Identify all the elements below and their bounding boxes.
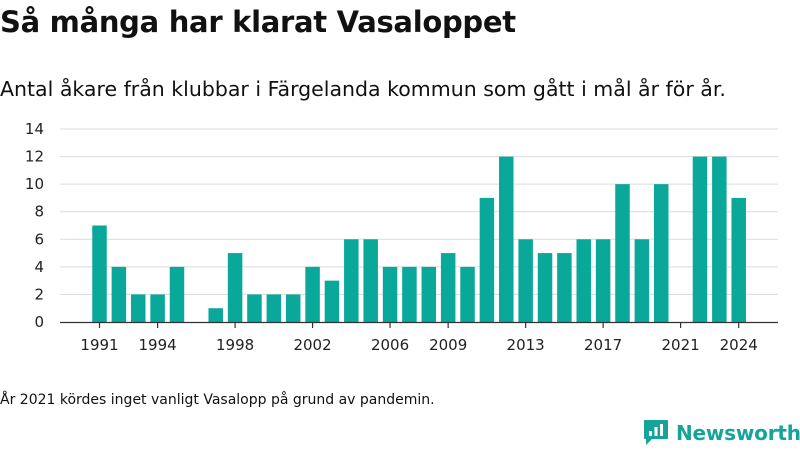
y-tick-label: 8	[34, 203, 44, 221]
bar-2005	[363, 239, 378, 322]
bar-2016	[576, 239, 591, 322]
bar-1995	[169, 266, 185, 322]
footnote: År 2021 kördes inget vanligt Vasalopp på…	[0, 392, 435, 408]
bar-2012	[499, 156, 514, 322]
bar-2008	[421, 266, 437, 322]
bar-1997	[208, 308, 223, 322]
bar-2001	[285, 294, 301, 322]
y-axis-labels: 0 2 4 6 8 10 12 14	[25, 120, 44, 331]
y-tick-label: 6	[34, 230, 44, 248]
bar-2009	[440, 253, 456, 322]
x-tick-label: 2024	[720, 336, 758, 354]
bar-2015	[557, 253, 572, 322]
y-tick-label: 0	[34, 313, 44, 331]
y-tick-label: 14	[25, 120, 44, 138]
bars	[92, 156, 746, 322]
y-tick-label: 12	[25, 148, 44, 166]
brand-logo[interactable]: Newsworthy	[643, 419, 800, 447]
bar-2006	[382, 266, 398, 322]
chart-subtitle: Antal åkare från klubbar i Färgelanda ko…	[0, 77, 726, 101]
bar-2019	[634, 239, 650, 322]
gridlines	[60, 128, 778, 295]
y-tick-label: 2	[34, 285, 44, 303]
x-tick-label: 1998	[216, 336, 254, 354]
x-tick-label: 2006	[371, 336, 409, 354]
x-tick-label: 2009	[429, 336, 467, 354]
bar-2024	[731, 197, 746, 322]
bar-2004	[344, 239, 359, 322]
bar-2003	[324, 280, 340, 322]
x-tick-label: 2017	[584, 336, 622, 354]
bar-2002	[305, 266, 320, 322]
x-tick-label: 2002	[293, 336, 331, 354]
bar-chart: 0 2 4 6 8 10 12 14 1991 1994 1998 2002 2006 2009 2013…	[25, 120, 778, 354]
bar-2014	[537, 253, 553, 322]
y-tick-label: 10	[25, 175, 44, 193]
bar-1998	[227, 253, 243, 322]
brand-name: Newsworthy	[676, 421, 800, 445]
bar-2022	[692, 156, 708, 322]
bar-1991	[92, 225, 107, 322]
x-axis: 1991 1994 1998 2002 2006 2009 2013 2017 2021 2024	[60, 321, 778, 354]
bar-2000	[266, 294, 282, 322]
x-tick-label: 2013	[507, 336, 545, 354]
bar-2023	[712, 156, 727, 322]
bar-2018	[615, 184, 630, 322]
bar-2010	[460, 266, 475, 322]
bar-2020	[653, 184, 669, 322]
bar-2007	[402, 266, 417, 322]
newsworthy-logo-icon	[644, 420, 668, 445]
x-tick-label: 2021	[662, 336, 700, 354]
bar-2013	[518, 239, 533, 322]
chart-title: Så många har klarat Vasaloppet	[0, 5, 516, 39]
bar-2011	[479, 197, 495, 322]
bar-1992	[111, 266, 127, 322]
y-tick-label: 4	[34, 258, 44, 276]
bar-2017	[595, 239, 611, 322]
x-tick-label: 1994	[139, 336, 177, 354]
bar-1994	[150, 294, 165, 322]
bar-1999	[247, 294, 262, 322]
bar-1993	[130, 294, 146, 322]
x-tick-label: 1991	[80, 336, 118, 354]
